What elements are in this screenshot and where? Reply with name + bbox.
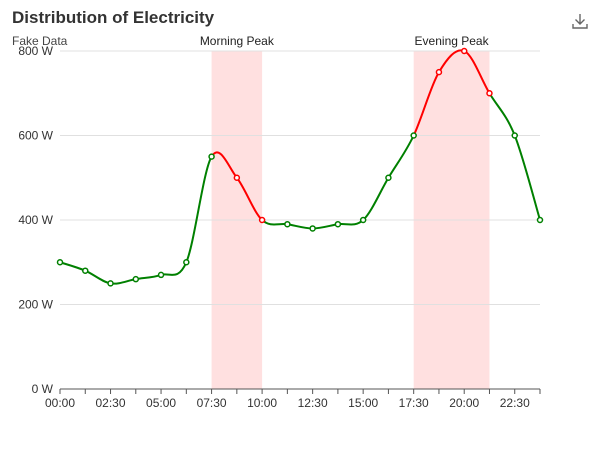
x-tick-label: 00:00 (45, 396, 75, 410)
data-point (460, 47, 468, 55)
chart-title: Distribution of Electricity (12, 8, 215, 27)
data-point (258, 216, 266, 224)
data-point (233, 174, 241, 181)
x-tick-label: 20:00 (449, 396, 479, 410)
series-segment (311, 223, 339, 230)
data-point (334, 220, 342, 228)
series-segment (286, 223, 314, 230)
series-segment (160, 261, 188, 276)
x-tick-label: 15:00 (348, 396, 378, 410)
data-point (410, 132, 417, 139)
y-tick-label: 800 W (18, 44, 53, 58)
data-point (107, 280, 114, 287)
data-point (359, 216, 367, 224)
x-tick-label: 10:00 (247, 396, 277, 410)
y-tick-label: 400 W (18, 213, 53, 227)
series-segment (59, 261, 87, 272)
series-segment (261, 219, 289, 226)
data-point (208, 153, 215, 160)
y-tick-label: 200 W (18, 298, 53, 312)
series-segment (412, 71, 440, 137)
x-tick-label: 17:30 (399, 396, 429, 410)
x-tick-label: 02:30 (96, 396, 126, 410)
series-segment (134, 273, 163, 281)
x-tick-label: 05:00 (146, 396, 176, 410)
series-segment (387, 134, 415, 179)
series-segment (185, 155, 213, 264)
series-segment (109, 278, 137, 285)
y-tick-label: 0 W (32, 382, 54, 396)
data-point (132, 275, 140, 283)
series-points (56, 47, 544, 287)
data-point (309, 225, 316, 232)
data-point (157, 271, 165, 279)
download-icon[interactable] (571, 12, 589, 30)
series-segment (362, 176, 390, 221)
data-point (183, 259, 190, 266)
x-tick-label: 22:30 (500, 396, 530, 410)
x-axis: 00:00 02:30 05:00 07:30 10:00 12:30 15:00 17:30… (45, 388, 541, 410)
chart-subtitle: Fake Data (12, 34, 68, 48)
data-point (82, 267, 89, 274)
data-point (536, 216, 544, 224)
y-tick-label: 600 W (18, 129, 53, 143)
series-segment (84, 269, 112, 285)
series-segment (488, 92, 516, 137)
data-point (56, 259, 64, 266)
mark-area-label-1: Morning Peak (200, 34, 275, 48)
mark-area-labels: Morning Peak Evening Peak (200, 34, 490, 48)
x-tick-label: 07:30 (197, 396, 227, 410)
data-point (435, 68, 443, 76)
series-segment (513, 134, 541, 221)
y-axis-labels: 0 W 200 W 400 W 600 W 800 W (18, 44, 53, 396)
data-point (486, 90, 493, 97)
data-point (385, 174, 392, 181)
series-segment (336, 219, 365, 226)
data-point (511, 132, 518, 139)
data-point (284, 220, 291, 228)
mark-area-label-2: Evening Peak (415, 34, 490, 48)
x-tick-label: 12:30 (298, 396, 328, 410)
